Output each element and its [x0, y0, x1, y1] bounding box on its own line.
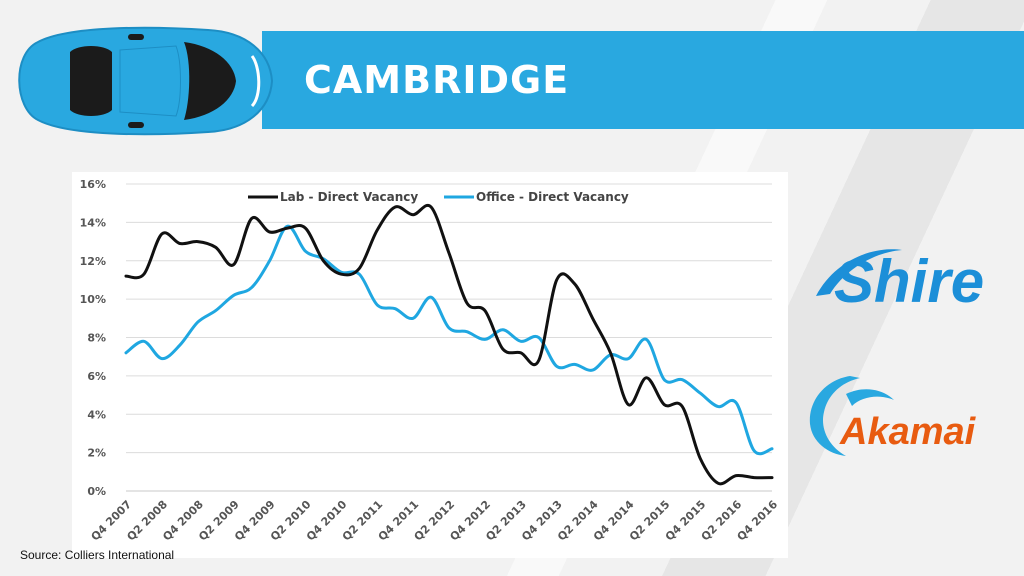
akamai-logo: Akamai — [809, 376, 977, 456]
legend-label: Lab - Direct Vacancy — [280, 190, 418, 204]
y-tick-label: 8% — [87, 332, 106, 345]
shire-logo-text: Shire — [834, 248, 984, 314]
shire-logo: Shire — [816, 248, 984, 314]
car-icon — [18, 26, 274, 136]
y-tick-label: 2% — [87, 447, 106, 460]
source-note: Source: Colliers International — [20, 548, 175, 562]
y-tick-label: 12% — [80, 255, 106, 268]
office-vacancy-line — [124, 224, 774, 456]
y-tick-label: 14% — [80, 216, 106, 229]
y-tick-label: 0% — [87, 485, 106, 498]
legend-label: Office - Direct Vacancy — [476, 190, 629, 204]
y-tick-label: 6% — [87, 370, 106, 383]
y-tick-label: 16% — [80, 178, 106, 191]
chart-panel: 0% 2% 4% 6% 8% 10% 12% 14% 16% Q4 2007 Q2 2008 Q4 2… — [72, 172, 788, 558]
y-tick-label: 4% — [87, 408, 106, 421]
akamai-logo-text: Akamai — [839, 411, 977, 453]
lab-vacancy-line — [124, 203, 774, 486]
title-banner — [262, 31, 1024, 129]
page-title: CAMBRIDGE — [304, 58, 570, 102]
y-tick-label: 10% — [80, 293, 106, 306]
